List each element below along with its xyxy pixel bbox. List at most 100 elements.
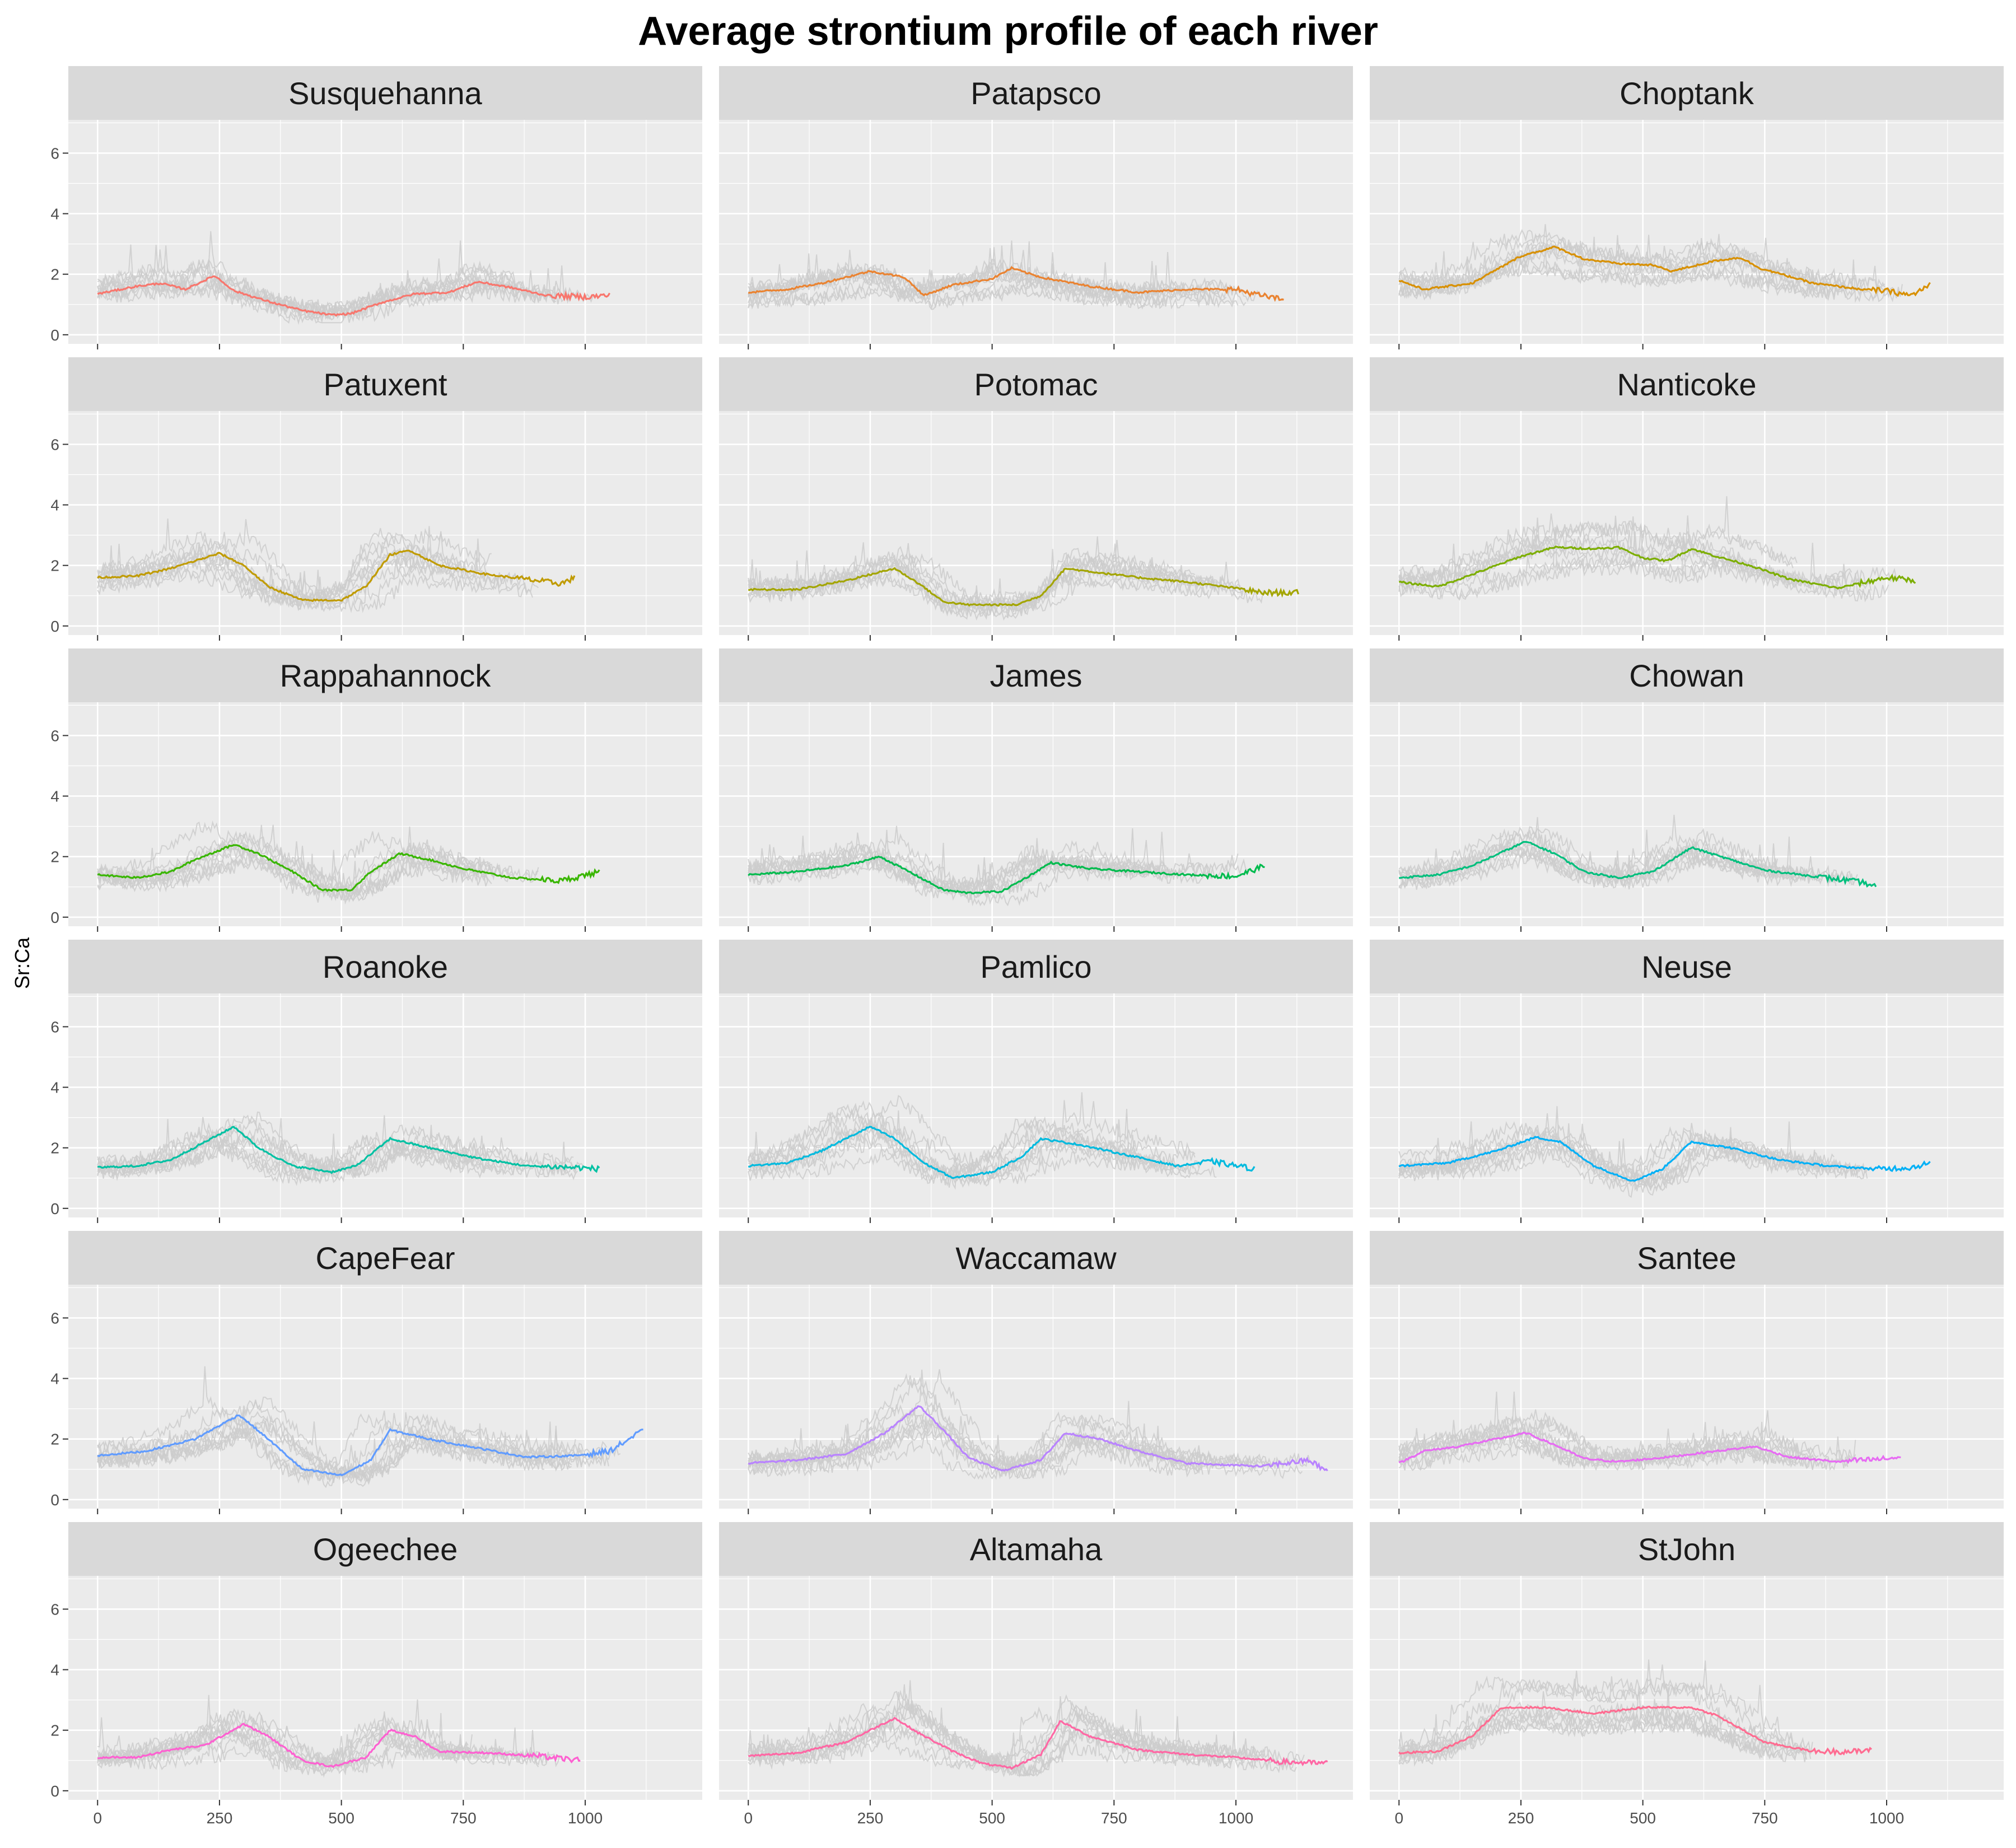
panel-background	[719, 702, 1353, 926]
x-tick-label: 250	[857, 1809, 884, 1827]
panel-background	[68, 702, 702, 926]
panel-james: James	[719, 648, 1353, 932]
panel-strip-label: Roanoke	[323, 949, 448, 984]
individual-profile-line	[1398, 1424, 1856, 1471]
panel-choptank: Choptank	[1370, 66, 2004, 349]
individual-profile-line	[97, 545, 539, 606]
panel-strip	[1370, 940, 2004, 993]
individual-profile-line	[97, 518, 488, 608]
panel-strip	[719, 357, 1353, 411]
y-tick-label: 4	[50, 788, 59, 805]
panel-strip	[1370, 1231, 2004, 1285]
individual-profile-line	[97, 264, 549, 325]
individual-profile-line	[97, 1124, 576, 1183]
y-tick-label: 2	[50, 1431, 59, 1448]
mean-profile-line	[748, 1126, 1256, 1179]
individual-profile-line	[97, 1130, 478, 1175]
individual-profile-line	[1398, 237, 1864, 290]
individual-profile-line	[748, 1376, 1186, 1476]
y-tick-label: 0	[50, 326, 59, 344]
y-tick-label: 4	[50, 1370, 59, 1388]
y-tick-label: 0	[50, 1491, 59, 1509]
individual-profile-line	[748, 1112, 1133, 1183]
individual-profile-line	[1398, 513, 1841, 589]
individual-profile-line	[748, 1369, 1214, 1473]
panel-strip-label: Ogeechee	[313, 1532, 458, 1567]
individual-profile-line	[1398, 244, 1854, 293]
individual-profile-line	[97, 848, 488, 902]
individual-profile-line	[97, 1695, 541, 1769]
y-tick-label: 0	[50, 1200, 59, 1217]
individual-profile-line	[97, 538, 479, 604]
panel-strip	[1370, 357, 2004, 411]
panel-background	[68, 1285, 702, 1509]
panel-strip-label: Choptank	[1620, 76, 1754, 111]
y-tick-label: 2	[50, 266, 59, 283]
mean-profile-line	[1398, 841, 1877, 888]
panel-strip	[719, 66, 1353, 120]
individual-profile-line	[1398, 1409, 1856, 1463]
individual-profile-line	[1399, 520, 1794, 584]
y-tick-label: 6	[50, 727, 59, 744]
individual-profile-line	[748, 1692, 1186, 1777]
individual-profiles	[97, 231, 594, 325]
y-tick-label: 4	[50, 1662, 59, 1679]
mean-profile-line	[748, 567, 1300, 607]
panel-susquehanna: Susquehanna 0 2 4 6	[50, 66, 702, 349]
panel-roanoke: Roanoke 0 2 4 6	[50, 940, 702, 1223]
y-tick-label: 2	[50, 1722, 59, 1739]
facet-panels: Susquehanna 0 2 4 6 Patapsco Choptank Patuxent 0…	[50, 66, 2004, 1827]
mean-profile-line	[1398, 545, 1916, 590]
panel-strip-label: Chowan	[1629, 658, 1744, 693]
panel-pamlico: Pamlico	[719, 940, 1353, 1223]
panel-strip-label: Rappahannock	[280, 658, 492, 693]
individual-profile-line	[748, 1704, 1297, 1777]
individual-profiles	[1398, 1659, 1813, 1767]
individual-profiles	[97, 820, 539, 905]
panel-strip	[68, 940, 702, 993]
panel-background	[68, 120, 702, 344]
individual-profile-line	[1398, 1664, 1805, 1752]
individual-profile-line	[97, 1725, 473, 1773]
mean-profile-line	[1398, 1705, 1873, 1757]
y-tick-label: 2	[50, 1140, 59, 1157]
y-tick-label: 6	[50, 1018, 59, 1035]
y-tick-label: 4	[50, 1079, 59, 1096]
panel-strip	[1370, 66, 2004, 120]
y-tick-label: 0	[50, 618, 59, 635]
y-tick-label: 4	[50, 206, 59, 223]
y-tick-label: 2	[50, 557, 59, 575]
individual-profile-line	[97, 830, 514, 901]
individual-profile-line	[1398, 1660, 1794, 1760]
y-tick-label: 6	[50, 436, 59, 453]
panel-strip-label: Patuxent	[323, 367, 447, 402]
y-tick-label: 6	[50, 1600, 59, 1618]
panel-santee: Santee	[1370, 1231, 2004, 1514]
panel-waccamaw: Waccamaw	[719, 1231, 1353, 1514]
panel-strip-label: Neuse	[1641, 949, 1732, 984]
individual-profile-line	[748, 1706, 1200, 1775]
panel-strip-label: StJohn	[1638, 1532, 1735, 1567]
panel-strip	[68, 1231, 702, 1285]
panel-strip	[719, 1522, 1353, 1576]
panel-altamaha: Altamaha 0 250 500 750 1000	[719, 1522, 1353, 1827]
x-tick-label: 0	[744, 1809, 753, 1827]
panel-strip	[1370, 1522, 2004, 1576]
panel-strip	[719, 1231, 1353, 1285]
mean-profile-line	[748, 1716, 1328, 1770]
panel-capefear: CapeFear 0 2 4 6	[50, 1231, 702, 1514]
individual-profile-line	[748, 543, 1196, 612]
panel-background	[1370, 120, 2004, 344]
mean-profile-line	[748, 1405, 1328, 1472]
individual-profile-line	[748, 250, 1229, 300]
individual-profile-line	[1398, 228, 1816, 287]
individual-profile-line	[97, 1719, 504, 1769]
panel-neuse: Neuse	[1370, 940, 2004, 1223]
individual-profile-line	[748, 252, 1260, 302]
panel-background	[719, 120, 1353, 344]
panel-strip	[1370, 648, 2004, 702]
y-tick-label: 6	[50, 144, 59, 162]
x-tick-label: 0	[1394, 1809, 1403, 1827]
panel-strip-label: Potomac	[974, 367, 1098, 402]
chart-title: Average strontium profile of each river	[638, 9, 1378, 54]
